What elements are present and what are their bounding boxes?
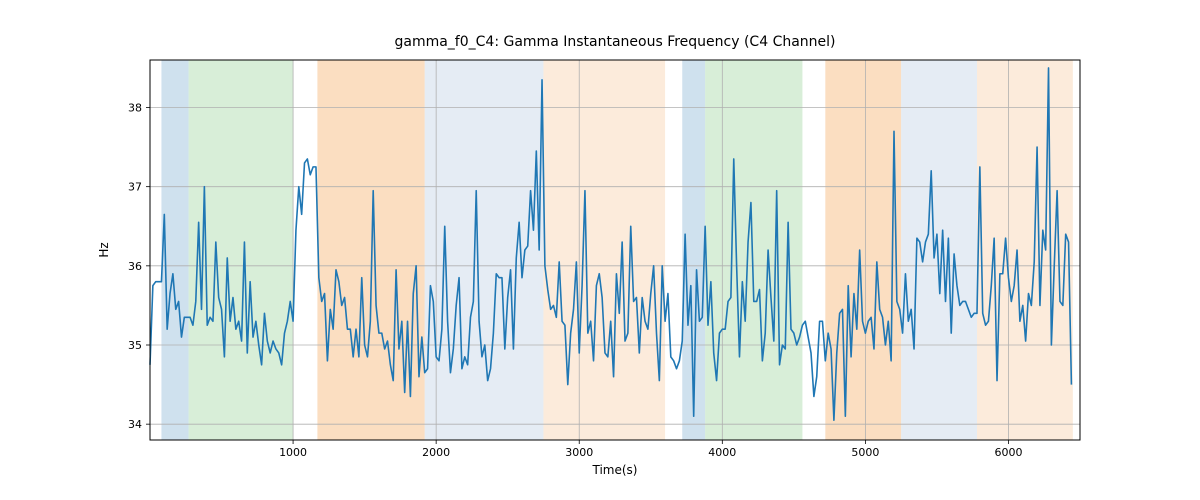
chart-root: gamma_f0_C4: Gamma Instantaneous Frequen… [0, 0, 1200, 500]
band [317, 60, 424, 440]
y-tick-label: 37 [128, 181, 142, 194]
x-axis-ticks: 1000 2000 3000 4000 5000 6000 [279, 440, 1022, 459]
y-tick-label: 38 [128, 102, 142, 115]
x-tick-label: 5000 [851, 446, 879, 459]
y-tick-label: 36 [128, 260, 142, 273]
x-tick-label: 4000 [708, 446, 736, 459]
band [901, 60, 977, 440]
x-axis-label: Time(s) [592, 463, 638, 477]
chart-title: gamma_f0_C4: Gamma Instantaneous Frequen… [394, 34, 835, 50]
x-tick-label: 2000 [422, 446, 450, 459]
x-tick-label: 3000 [565, 446, 593, 459]
y-tick-label: 35 [128, 339, 142, 352]
y-tick-label: 34 [128, 418, 142, 431]
x-tick-label: 6000 [994, 446, 1022, 459]
chart-svg: gamma_f0_C4: Gamma Instantaneous Frequen… [0, 0, 1200, 500]
plot-area [150, 60, 1080, 440]
band [189, 60, 293, 440]
y-axis-label: Hz [97, 242, 111, 257]
band [543, 60, 665, 440]
y-axis-ticks: 34 35 36 37 38 [128, 102, 150, 432]
band [825, 60, 901, 440]
x-tick-label: 1000 [279, 446, 307, 459]
